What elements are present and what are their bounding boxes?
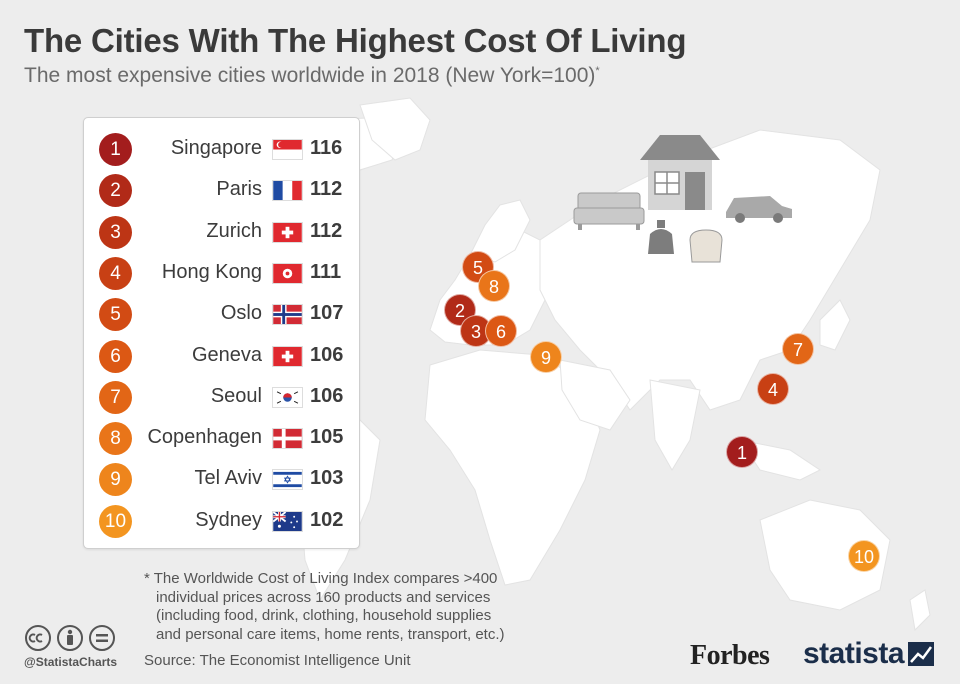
rank-badge: 7 — [99, 380, 132, 414]
rank-badge: 5 — [99, 298, 132, 332]
rank-badge: 4 — [99, 256, 132, 290]
city-label: Geneva — [191, 343, 262, 366]
table-row: 6 Geneva 106 — [84, 336, 359, 377]
cost-index-value: 102 — [310, 508, 344, 531]
forbes-logo: Forbes — [690, 640, 770, 671]
cost-index-value: 112 — [310, 178, 343, 201]
subtitle-text: The most expensive cities worldwide in 2… — [24, 64, 596, 87]
rank-badge: 9 — [99, 463, 132, 497]
city-label: Zurich — [206, 219, 262, 242]
switzerland-flag-icon — [272, 345, 303, 367]
city-label: Copenhagen — [147, 426, 262, 449]
australia-flag-icon — [272, 510, 303, 532]
footnote: * The Worldwide Cost of Living Index com… — [144, 570, 564, 644]
cost-index-value: 107 — [310, 302, 344, 325]
creative-commons-icon — [25, 625, 51, 651]
map-marker: 1 — [726, 436, 758, 468]
ranking-table: 1 Singapore 116 2 Paris 112 3 Zurich 112 4 Hong Ko… — [83, 117, 360, 549]
rank-badge: 2 — [99, 174, 132, 208]
sofa-icon — [573, 192, 645, 230]
statista-logo: statista — [803, 637, 905, 670]
cost-index-value: 112 — [310, 219, 343, 242]
city-label: Seoul — [210, 384, 262, 407]
cost-index-value: 103 — [310, 467, 344, 490]
license-icons — [25, 625, 115, 651]
city-label: Tel Aviv — [194, 467, 262, 490]
switzerland-flag-icon — [272, 221, 303, 243]
map-marker: 4 — [757, 373, 789, 405]
rank-badge: 8 — [99, 422, 132, 456]
map-marker: 9 — [530, 341, 562, 373]
south-korea-flag-icon — [272, 386, 303, 408]
city-label: Paris — [216, 178, 262, 201]
map-marker: 8 — [478, 270, 510, 302]
subtitle-footnote-mark: * — [595, 65, 600, 77]
table-row: 4 Hong Kong 111 — [84, 253, 359, 294]
map-marker: 7 — [782, 333, 814, 365]
footnote-line: and personal care items, home rents, tra… — [156, 625, 505, 643]
table-row: 9 Tel Aviv 103 — [84, 459, 359, 500]
cost-index-value: 105 — [310, 426, 344, 449]
table-row: 1 Singapore 116 — [84, 129, 359, 170]
rank-badge: 3 — [99, 215, 132, 249]
cost-index-value: 111 — [310, 260, 342, 283]
source-note: Source: The Economist Intelligence Unit — [144, 652, 411, 669]
table-row: 3 Zurich 112 — [84, 212, 359, 253]
table-row: 8 Copenhagen 105 — [84, 418, 359, 459]
rank-badge: 1 — [99, 133, 132, 166]
car-icon — [726, 196, 792, 223]
bread-icon — [689, 229, 723, 263]
no-derivatives-icon — [89, 625, 115, 651]
statista-mark-icon — [908, 642, 934, 666]
table-row: 5 Oslo 107 — [84, 294, 359, 335]
norway-flag-icon — [272, 304, 303, 326]
footnote-line: individual prices across 160 products an… — [156, 588, 491, 606]
house-icon — [640, 135, 720, 210]
map-marker: 10 — [848, 540, 880, 572]
map-marker: 6 — [485, 315, 517, 347]
rank-badge: 10 — [99, 504, 132, 538]
denmark-flag-icon — [272, 428, 303, 450]
cost-index-value: 116 — [310, 137, 343, 159]
city-label: Oslo — [220, 302, 262, 325]
statista-handle: @StatistaCharts — [24, 655, 118, 669]
table-row: 7 Seoul 106 — [84, 377, 359, 418]
soap-bottle-icon — [648, 220, 674, 254]
footnote-line: (including food, drink, clothing, househ… — [156, 607, 492, 624]
city-label: Singapore — [170, 137, 262, 159]
city-label: Sydney — [195, 508, 262, 531]
page-subtitle: The most expensive cities worldwide in 2… — [24, 64, 600, 88]
hong-kong-flag-icon — [272, 262, 303, 284]
cost-index-value: 106 — [310, 384, 344, 407]
table-row: 2 Paris 112 — [84, 170, 359, 211]
rank-badge: 6 — [99, 339, 132, 373]
attribution-icon — [57, 625, 83, 651]
table-row: 10 Sydney 102 — [84, 501, 359, 542]
footnote-line: * The Worldwide Cost of Living Index com… — [144, 570, 498, 587]
israel-flag-icon — [272, 469, 303, 491]
page-title: The Cities With The Highest Cost Of Livi… — [24, 22, 687, 59]
cost-index-value: 106 — [310, 343, 344, 366]
france-flag-icon — [272, 180, 303, 202]
singapore-flag-icon — [272, 139, 303, 160]
city-label: Hong Kong — [161, 260, 262, 283]
